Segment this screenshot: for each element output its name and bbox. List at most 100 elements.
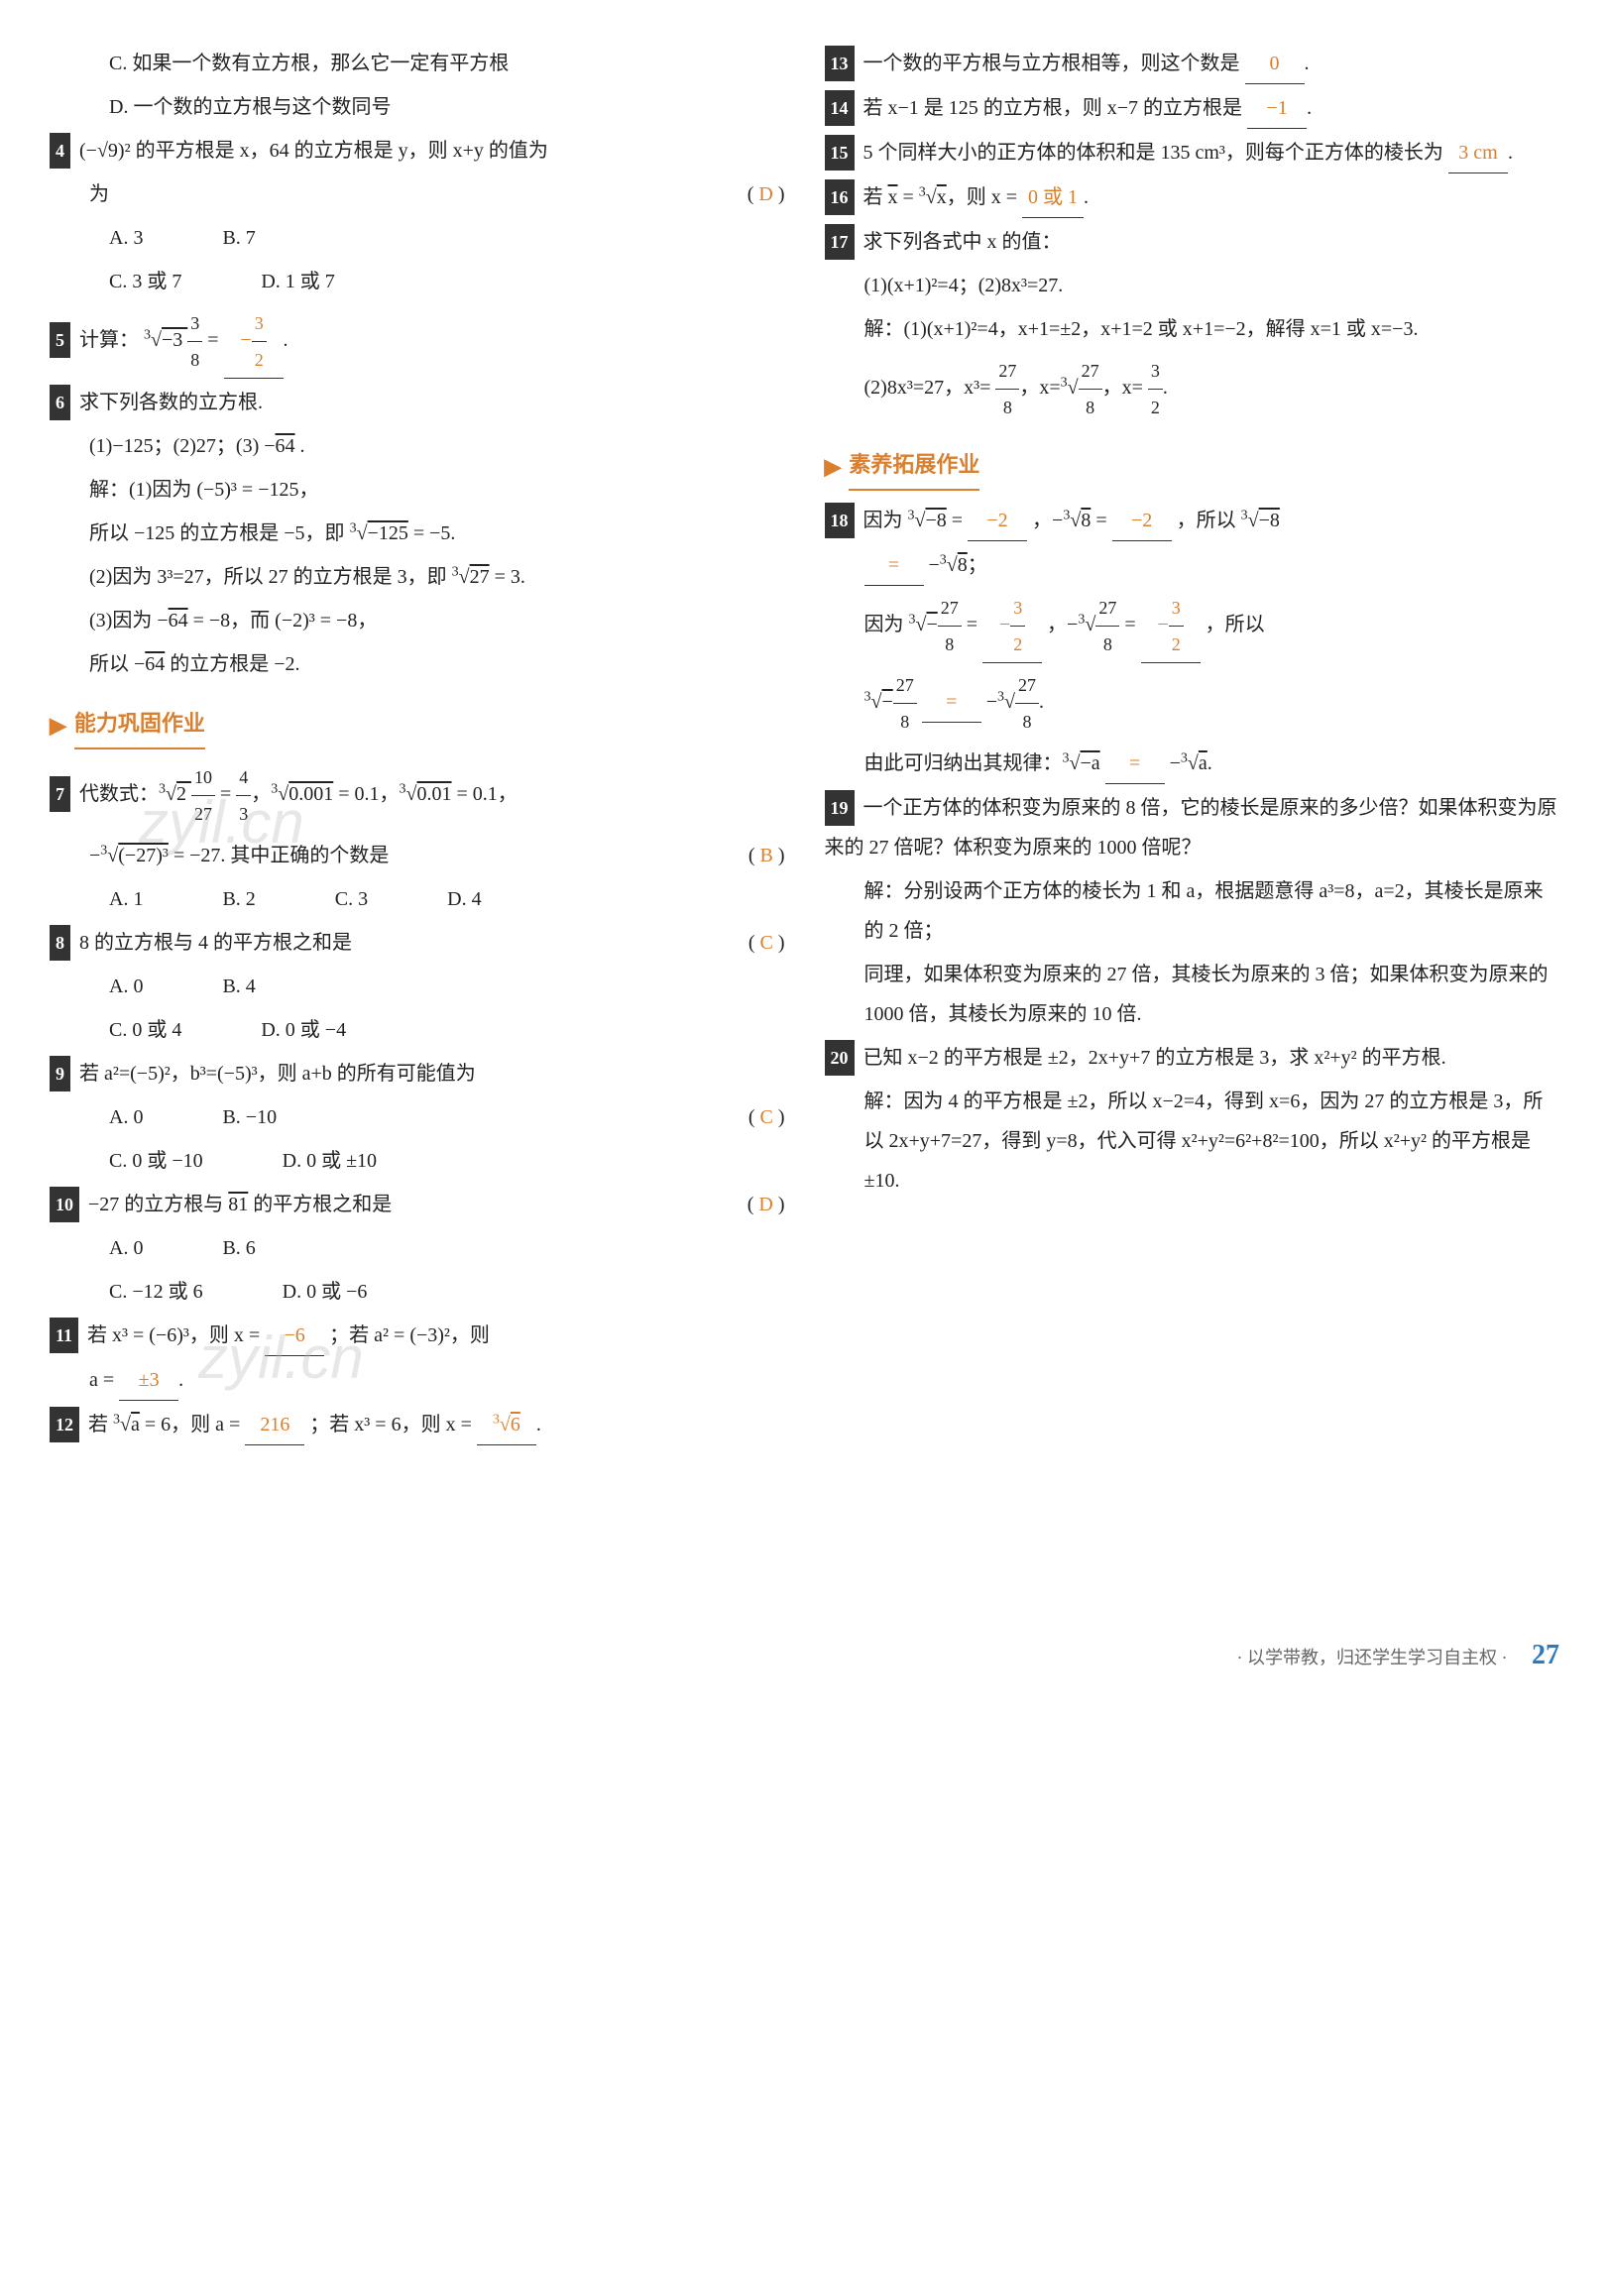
q18-ans7: = <box>1105 744 1165 784</box>
q13-answer: 0 <box>1245 44 1305 84</box>
q9-options-row2: C. 0 或 −10 D. 0 或 ±10 <box>50 1141 785 1181</box>
section-ability: ▶ 能力巩固作业 <box>50 702 785 749</box>
q13: 13 一个数的平方根与立方根相等，则这个数是 0. <box>825 44 1560 84</box>
q18-line4: 3√−278 = −3√278. <box>825 667 1560 740</box>
q4-number: 4 <box>50 133 70 169</box>
q18: 18 因为 3√−8 = −2 ，−3√8 = −2 ，所以 3√−8 <box>825 501 1560 541</box>
q10-options-row2: C. −12 或 6 D. 0 或 −6 <box>50 1272 785 1312</box>
q18-k: 由此可归纳出其规律：3√−a <box>864 752 1100 774</box>
q7-options: A. 1 B. 2 C. 3 D. 4 <box>50 879 785 919</box>
q11-text-a: 若 x³ = (−6)³，则 x = <box>87 1324 260 1346</box>
q18-ans3: = <box>864 545 924 586</box>
section-ability-title: 能力巩固作业 <box>74 702 205 749</box>
q19-sol1: 解：分别设两个正方体的棱长为 1 和 a，根据题意得 a³=8，a=2，其棱长是… <box>825 871 1560 951</box>
q9-text: 若 a²=(−5)²，b³=(−5)³，则 a+b 的所有可能值为 <box>79 1063 476 1085</box>
q9-opt-a: A. 0 <box>109 1097 143 1137</box>
q18-line2: = −3√8； <box>825 545 1560 586</box>
q18-c: ，所以 3√−8 <box>1177 510 1280 531</box>
q8-options-row1: A. 0 B. 4 <box>50 967 785 1006</box>
q13-text: 一个数的平方根与立方根相等，则这个数是 <box>863 53 1240 74</box>
q11: 11 若 x³ = (−6)³，则 x = −6 ；若 a² = (−3)²，则 <box>50 1316 785 1356</box>
q6-sol1b: 所以 −125 的立方根是 −5，即 3√−125 = −5. <box>50 514 785 553</box>
q18-number: 18 <box>825 503 855 538</box>
q6-sub: (1)−125；(2)27；(3) −64 . <box>50 426 785 466</box>
q12-text-b: ；若 x³ = 6，则 x = <box>309 1414 472 1435</box>
q11-line2: a = ±3. <box>50 1360 785 1401</box>
q16-number: 16 <box>825 179 855 215</box>
q19-sol2: 同理，如果体积变为原来的 27 倍，其棱长为原来的 3 倍；如果体积变为原来的 … <box>825 955 1560 1034</box>
q18-line3: 因为 3√−278 = −32 ，−3√278 = −32 ，所以 <box>825 590 1560 663</box>
footer-motto: · 以学带教，归还学生学习自主权 · <box>1237 1648 1508 1667</box>
q10-options-row1: A. 0 B. 6 <box>50 1228 785 1268</box>
q5-answer: −32 <box>224 305 284 379</box>
q6: 6 求下列各数的立方根. <box>50 383 785 422</box>
q13-number: 13 <box>825 46 855 81</box>
q7-opt-c: C. 3 <box>335 879 368 919</box>
q11-ans1: −6 <box>265 1316 324 1356</box>
q14-number: 14 <box>825 90 855 126</box>
q18-i: 3√−278 <box>864 691 917 713</box>
q17-sub: (1)(x+1)²=4；(2)8x³=27. <box>825 266 1560 305</box>
q8-opt-c: C. 0 或 4 <box>109 1010 181 1050</box>
q19: 19 一个正方体的体积变为原来的 8 倍，它的棱长是原来的多少倍？如果体积变为原… <box>825 788 1560 867</box>
q4-opt-b: B. 7 <box>222 218 255 258</box>
q9-opt-c: C. 0 或 −10 <box>109 1141 203 1181</box>
q7: 7 代数式：3√2 1027 = 43，3√0.001 = 0.1，3√0.01… <box>50 759 785 832</box>
q15-answer: 3 cm <box>1448 133 1508 173</box>
q7-answer: B <box>759 845 772 866</box>
q6-sol1: 解：(1)因为 (−5)³ = −125， <box>50 470 785 510</box>
q6-sol2: (2)因为 3³=27，所以 27 的立方根是 3，即 3√27 = 3. <box>50 557 785 597</box>
q18-f: 因为 3√−278 = <box>864 614 978 635</box>
q4-opt-c: C. 3 或 7 <box>109 262 181 301</box>
page-number: 27 <box>1532 1640 1559 1670</box>
q12-text-a: 若 3√a = 6，则 a = <box>88 1414 240 1435</box>
q7-text2: −3√(−27)³ = −27. 其中正确的个数是 ( B ) <box>50 836 785 875</box>
q12-ans1: 216 <box>245 1405 304 1445</box>
q7-opt-d: D. 4 <box>447 879 481 919</box>
q17: 17 求下列各式中 x 的值： <box>825 222 1560 262</box>
q18-g: ，−3√278 = <box>1047 614 1136 635</box>
q14: 14 若 x−1 是 125 的立方根，则 x−7 的立方根是 −1. <box>825 88 1560 129</box>
q16-text: 若 x = 3√x，则 x = <box>863 186 1018 208</box>
q3-option-c: C. 如果一个数有立方根，那么它一定有平方根 <box>50 44 785 83</box>
q3-option-d: D. 一个数的立方根与这个数同号 <box>50 87 785 127</box>
q5-expr: 3√−3 38 = <box>144 329 224 351</box>
q8-number: 8 <box>50 925 70 961</box>
q18-l: −3√a. <box>1170 752 1212 774</box>
q6-sol3b: 所以 −64 的立方根是 −2. <box>50 644 785 684</box>
q4-options-row2: C. 3 或 7 D. 1 或 7 <box>50 262 785 301</box>
section-extend-title: 素养拓展作业 <box>849 443 979 491</box>
q14-answer: −1 <box>1247 88 1307 129</box>
q9-opt-d: D. 0 或 ±10 <box>283 1141 377 1181</box>
q18-h: ，所以 <box>1206 614 1265 635</box>
q20-number: 20 <box>825 1040 855 1076</box>
q15-text: 5 个同样大小的正方体的体积和是 135 cm³，则每个正方体的棱长为 <box>863 142 1443 164</box>
q6-sol3: (3)因为 −64 = −8，而 (−2)³ = −8， <box>50 601 785 640</box>
q19-text: 一个正方体的体积变为原来的 8 倍，它的棱长是原来的多少倍？如果体积变为原来的 … <box>825 797 1557 859</box>
q11-ans2: ±3 <box>119 1360 178 1401</box>
q4-options-row1: A. 3 B. 7 <box>50 218 785 258</box>
q8: 8 8 的立方根与 4 的平方根之和是 ( C ) <box>50 923 785 963</box>
q15-number: 15 <box>825 135 855 171</box>
q17-text: 求下列各式中 x 的值： <box>863 231 1062 253</box>
q6-number: 6 <box>50 385 70 420</box>
q18-line5: 由此可归纳出其规律：3√−a = −3√a. <box>825 744 1560 784</box>
q10: 10 −27 的立方根与 81 的平方根之和是 ( D ) <box>50 1185 785 1224</box>
q4-opt-d: D. 1 或 7 <box>261 262 334 301</box>
q8-options-row2: C. 0 或 4 D. 0 或 −4 <box>50 1010 785 1050</box>
q10-opt-c: C. −12 或 6 <box>109 1272 203 1312</box>
page-footer: · 以学带教，归还学生学习自主权 · 27 <box>50 1628 1559 1683</box>
q14-text: 若 x−1 是 125 的立方根，则 x−7 的立方根是 <box>863 97 1243 119</box>
q16: 16 若 x = 3√x，则 x = 0 或 1. <box>825 177 1560 218</box>
q15: 15 5 个同样大小的正方体的体积和是 135 cm³，则每个正方体的棱长为 3… <box>825 133 1560 173</box>
q19-number: 19 <box>825 790 855 826</box>
q8-opt-b: B. 4 <box>222 967 255 1006</box>
q4-answer: D <box>758 183 772 205</box>
q10-number: 10 <box>50 1187 79 1222</box>
q18-b: ，−3√8 = <box>1032 510 1107 531</box>
q18-ans4: −32 <box>982 590 1042 663</box>
q4: 4 (−√9)² 的平方根是 x，64 的立方根是 y，则 x+y 的值为 <box>50 131 785 171</box>
left-column: C. 如果一个数有立方根，那么它一定有平方根 D. 一个数的立方根与这个数同号 … <box>50 40 785 1449</box>
q17-sol1: 解：(1)(x+1)²=4，x+1=±2，x+1=2 或 x+1=−2，解得 x… <box>825 309 1560 349</box>
q11-text-b: ；若 a² = (−3)²，则 <box>329 1324 490 1346</box>
